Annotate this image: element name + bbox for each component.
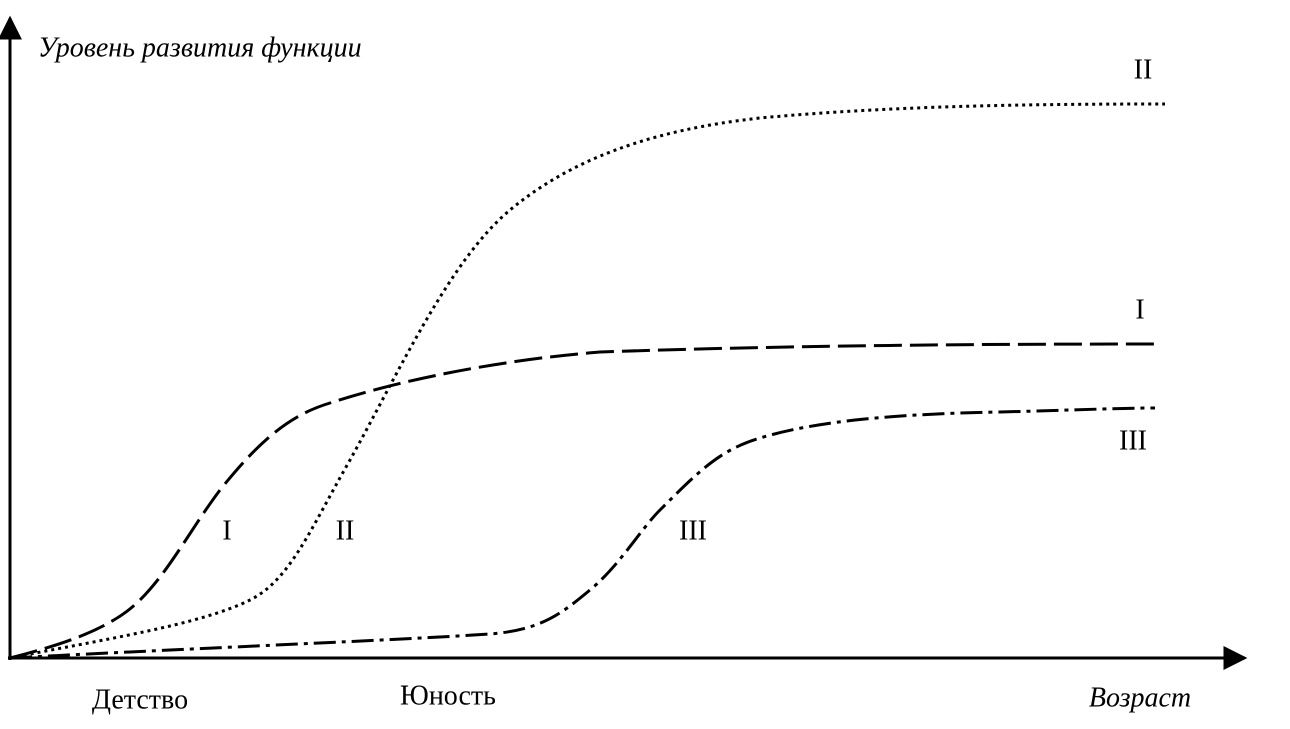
- curve-iii: [9, 406, 1156, 660]
- curve-label: II: [1134, 54, 1153, 85]
- curve-label: II: [336, 515, 355, 546]
- x-axis-label: Возраст: [1089, 682, 1191, 713]
- x-mark: Детство: [92, 684, 188, 715]
- curve-label: III: [1119, 425, 1147, 456]
- curve-label: I: [222, 515, 231, 546]
- curve-i: [9, 342, 1161, 660]
- y-axis-label: Уровень развития функции: [38, 32, 362, 63]
- x-mark: Юность: [400, 680, 496, 711]
- curve-ii: [9, 102, 1166, 660]
- curve-label: I: [1135, 294, 1144, 325]
- curve-label: III: [679, 515, 707, 546]
